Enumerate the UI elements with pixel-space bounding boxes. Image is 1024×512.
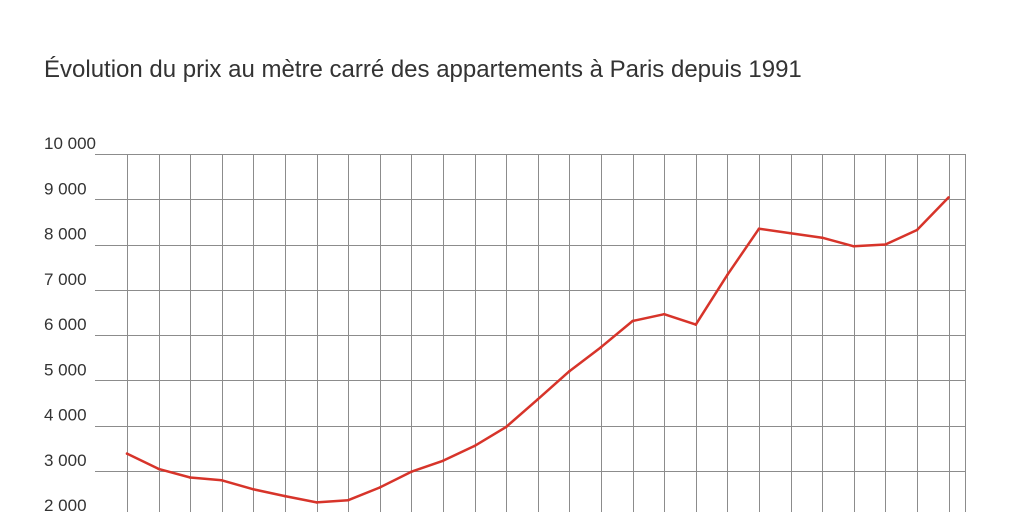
data-point [125, 452, 129, 455]
data-point [884, 243, 887, 246]
y-tick-label: 4 000 [44, 406, 87, 425]
y-tick-label: 10 000 [44, 134, 96, 153]
data-point [315, 501, 318, 504]
y-tick-label: 5 000 [44, 360, 87, 379]
data-point [694, 323, 698, 326]
y-tick-label: 3 000 [44, 451, 87, 470]
data-point [504, 425, 508, 429]
data-point [599, 345, 603, 349]
data-point [220, 479, 224, 482]
data-point [378, 486, 382, 489]
chart-title: Évolution du prix au mètre carré des app… [44, 56, 802, 83]
data-point [252, 488, 255, 491]
data-point [346, 498, 350, 502]
data-point [852, 245, 856, 248]
y-tick-label: 9 000 [44, 179, 87, 198]
y-tick-label: 2 000 [44, 496, 87, 512]
chart-grid [95, 154, 966, 512]
data-point [536, 398, 540, 401]
data-point [789, 231, 792, 235]
data-point [631, 319, 634, 323]
data-point [757, 227, 761, 230]
y-axis-ticks: 10 000 9 000 8 000 7 000 6 000 5 000 4 000 3 00… [44, 134, 96, 512]
data-point [947, 196, 950, 199]
data-point [283, 494, 287, 498]
data-point [473, 444, 476, 448]
chart-series [125, 196, 950, 504]
y-tick-label: 6 000 [44, 315, 87, 334]
data-point [410, 470, 413, 474]
y-tick-label: 7 000 [44, 270, 87, 289]
data-point [441, 459, 445, 463]
data-point [188, 476, 192, 479]
data-point [820, 236, 824, 239]
data-point [568, 369, 571, 373]
data-point [662, 312, 666, 316]
data-point [726, 273, 729, 277]
y-tick-label: 8 000 [44, 225, 87, 244]
data-point [157, 467, 160, 471]
data-point [915, 228, 919, 232]
series-line [126, 196, 950, 504]
